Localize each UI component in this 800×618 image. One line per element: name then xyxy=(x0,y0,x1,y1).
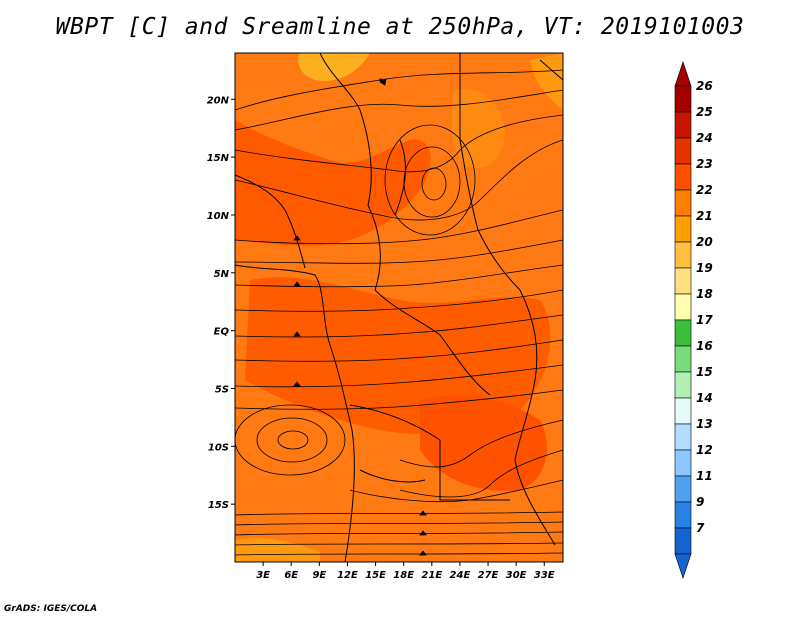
colorbar-level-label: 15 xyxy=(696,365,713,379)
colorbar-level-label: 20 xyxy=(696,235,713,249)
colorbar-level-label: 18 xyxy=(696,287,713,301)
colorbar-swatch xyxy=(674,371,692,399)
colorbar-level-label: 9 xyxy=(696,495,704,509)
cool-patch-northeast xyxy=(530,53,563,110)
colorbar-level-label: 11 xyxy=(696,469,713,483)
lat-tick-label: 5S xyxy=(215,384,229,395)
colorbar-level-label: 19 xyxy=(696,261,713,275)
colorbar-level-label: 21 xyxy=(696,209,713,223)
coastline xyxy=(235,264,355,562)
north-gyre-outer xyxy=(384,124,476,236)
colorbar-swatch xyxy=(674,397,692,425)
colorbar-bottom-cap xyxy=(674,553,692,579)
colorbar-swatch xyxy=(674,85,692,113)
south-gyre-outer xyxy=(235,404,346,476)
south-gyre-inner xyxy=(277,430,309,450)
lon-tick-label: 3E xyxy=(256,570,270,581)
lon-tick-label: 27E xyxy=(478,570,499,581)
colorbar-swatch xyxy=(674,423,692,451)
colorbar-level-label: 25 xyxy=(696,105,713,119)
lat-tick-label: 15N xyxy=(207,153,230,164)
lat-tick-label: 5N xyxy=(214,269,230,280)
lon-tick-label: 33E xyxy=(534,570,555,581)
colorbar-swatch xyxy=(674,215,692,243)
colorbar-top-cap xyxy=(674,61,692,87)
colorbar-swatch xyxy=(674,345,692,373)
lat-tick-label: EQ xyxy=(214,327,230,338)
lon-tick-label: 24E xyxy=(450,570,471,581)
colorbar-level-label: 12 xyxy=(696,443,713,457)
lon-tick-label: 30E xyxy=(506,570,527,581)
lon-tick-label: 18E xyxy=(393,570,414,581)
lat-tick-label: 20N xyxy=(207,95,230,106)
warm-patch-northwest xyxy=(235,120,431,246)
colorbar-level-label: 23 xyxy=(696,157,713,171)
latitude-axis: 20N 15N 10N 5N EQ 5S 10S 15S xyxy=(207,95,235,511)
colorbar-level-label: 7 xyxy=(696,521,705,535)
colorbar-swatch xyxy=(674,267,692,295)
colorbar-level-label: 17 xyxy=(696,313,713,327)
colorbar-level-label: 24 xyxy=(696,131,713,145)
lon-tick-label: 12E xyxy=(337,570,358,581)
colorbar-swatch xyxy=(674,475,692,503)
colorbar-level-label: 16 xyxy=(696,339,713,353)
colorbar: 26 25 24 23 22 21 20 19 18 17 16 15 14 13 12 11 9 7 xyxy=(674,61,713,579)
colorbar-level-label: 14 xyxy=(696,391,713,405)
figure-title: WBPT [C] and Sreamline at 250hPa, VT: 20… xyxy=(55,14,745,40)
south-gyre-mid xyxy=(256,417,328,463)
lon-tick-label: 21E xyxy=(421,570,442,581)
warm-patch-central xyxy=(245,277,551,434)
colorbar-swatch xyxy=(674,293,692,321)
streamlines xyxy=(235,69,563,556)
colorbar-level-label: 13 xyxy=(696,417,713,431)
colorbar-level-label: 22 xyxy=(696,183,713,197)
colorbar-swatch xyxy=(674,241,692,269)
cool-patch-southwest xyxy=(235,538,320,562)
colorbar-swatch xyxy=(674,137,692,165)
colorbar-level-label: 26 xyxy=(696,79,713,93)
warm-patch-southeast xyxy=(420,395,548,491)
lat-tick-label: 10N xyxy=(207,211,230,222)
longitude-axis: 3E 6E 9E 12E 15E 18E 21E 24E 27E 30E 33E xyxy=(256,562,555,581)
north-gyre-inner xyxy=(421,167,447,201)
lon-tick-label: 9E xyxy=(312,570,326,581)
lat-tick-label: 10S xyxy=(208,442,229,453)
colorbar-swatch xyxy=(674,163,692,191)
cool-patch-east xyxy=(451,89,505,169)
colorbar-swatch xyxy=(674,449,692,477)
colorbar-swatch xyxy=(674,501,692,529)
lat-tick-label: 15S xyxy=(208,500,229,511)
plot-frame xyxy=(234,52,564,563)
colorbar-swatch xyxy=(674,189,692,217)
credit-text: GrADS: IGES/COLA xyxy=(4,604,98,614)
lon-tick-label: 6E xyxy=(284,570,298,581)
country-boundaries xyxy=(235,53,563,562)
plot-area xyxy=(235,53,563,562)
colorbar-swatch xyxy=(674,319,692,347)
cool-patch-north xyxy=(298,53,370,81)
temperature-shading xyxy=(235,53,563,562)
lon-tick-label: 15E xyxy=(365,570,386,581)
colorbar-swatch xyxy=(674,527,692,555)
colorbar-swatch xyxy=(674,111,692,139)
